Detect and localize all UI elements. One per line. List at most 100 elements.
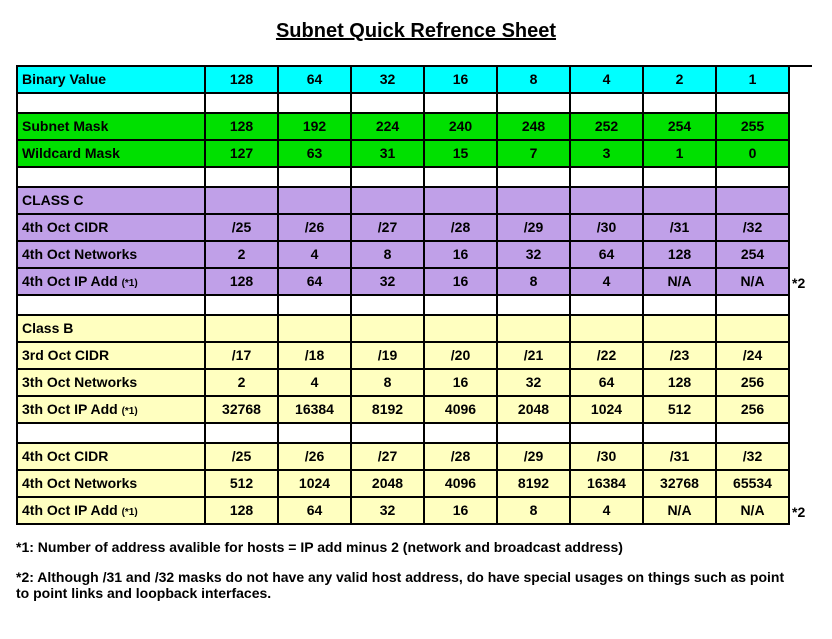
table-cell (644, 424, 717, 444)
row-note (790, 316, 812, 343)
row-label (18, 424, 206, 444)
table-cell: 64 (571, 370, 644, 397)
table-cell: 32 (498, 370, 571, 397)
table-cell: N/A (717, 498, 790, 525)
table-cell: 128 (206, 67, 279, 94)
table-cell (644, 296, 717, 316)
table-cell (498, 188, 571, 215)
table-cell: 16384 (279, 397, 352, 424)
table-cell: 4 (279, 242, 352, 269)
table-cell: 64 (279, 269, 352, 296)
table-cell: 255 (717, 114, 790, 141)
table-cell (352, 424, 425, 444)
row-label: CLASS C (18, 188, 206, 215)
table-cell (352, 296, 425, 316)
row-label-suffix: (*1) (122, 406, 138, 417)
table-cell: 240 (425, 114, 498, 141)
table-cell: /27 (352, 215, 425, 242)
table-cell (425, 188, 498, 215)
table-cell (717, 424, 790, 444)
table-cell (206, 316, 279, 343)
table-cell: /26 (279, 215, 352, 242)
table-cell (206, 424, 279, 444)
table-cell (571, 296, 644, 316)
table-cell (352, 316, 425, 343)
table-cell: 16 (425, 67, 498, 94)
table-cell: 128 (206, 269, 279, 296)
row-label: 4th Oct IP Add (*1) (18, 269, 206, 296)
table-cell: 32 (498, 242, 571, 269)
table-cell (206, 188, 279, 215)
table-cell: /28 (425, 215, 498, 242)
table-cell (425, 94, 498, 114)
row-label: Subnet Mask (18, 114, 206, 141)
table-cell: 7 (498, 141, 571, 168)
row-note (790, 343, 812, 370)
table-cell: 128 (206, 114, 279, 141)
table-cell: 63 (279, 141, 352, 168)
row-label: 4th Oct IP Add (*1) (18, 498, 206, 525)
table-cell: 4 (571, 67, 644, 94)
table-cell (717, 188, 790, 215)
row-label: 3th Oct Networks (18, 370, 206, 397)
table-cell: 8 (498, 498, 571, 525)
row-note (790, 397, 812, 424)
row-note (790, 141, 812, 168)
table-cell: /28 (425, 444, 498, 471)
table-cell: 16 (425, 370, 498, 397)
table-cell (644, 316, 717, 343)
table-cell: 64 (571, 242, 644, 269)
row-label (18, 296, 206, 316)
table-cell: 1 (717, 67, 790, 94)
table-cell (279, 168, 352, 188)
table-cell: N/A (644, 269, 717, 296)
table-cell: 1 (644, 141, 717, 168)
table-cell (206, 296, 279, 316)
table-cell (498, 94, 571, 114)
footnotes: *1: Number of address avalible for hosts… (16, 539, 796, 601)
table-cell: /23 (644, 343, 717, 370)
row-note (790, 424, 812, 444)
table-cell: /21 (498, 343, 571, 370)
table-cell (717, 296, 790, 316)
footnote-2: *2: Although /31 and /32 masks do not ha… (16, 569, 796, 601)
table-cell: /29 (498, 215, 571, 242)
table-cell: 4 (279, 370, 352, 397)
row-label-suffix: (*1) (122, 278, 138, 289)
table-cell: /22 (571, 343, 644, 370)
table-cell: 8 (498, 269, 571, 296)
table-cell: 16 (425, 498, 498, 525)
table-cell: 4096 (425, 397, 498, 424)
table-cell (279, 188, 352, 215)
table-cell: 0 (717, 141, 790, 168)
table-cell: 32768 (206, 397, 279, 424)
table-cell (206, 168, 279, 188)
table-cell: 127 (206, 141, 279, 168)
table-cell: 512 (206, 471, 279, 498)
table-cell: 15 (425, 141, 498, 168)
row-note (790, 168, 812, 188)
table-cell: 2 (206, 242, 279, 269)
table-cell: 32 (352, 269, 425, 296)
row-label: Binary Value (18, 67, 206, 94)
table-cell: 8192 (498, 471, 571, 498)
table-cell (425, 168, 498, 188)
table-cell (498, 316, 571, 343)
row-label: Wildcard Mask (18, 141, 206, 168)
table-cell: 254 (644, 114, 717, 141)
table-cell: /20 (425, 343, 498, 370)
table-cell: /31 (644, 215, 717, 242)
row-note (790, 94, 812, 114)
table-cell (352, 188, 425, 215)
table-cell (644, 188, 717, 215)
table-cell: 2 (206, 370, 279, 397)
table-cell: 32 (352, 67, 425, 94)
row-note: *2 (790, 498, 812, 525)
table-cell: 2048 (352, 471, 425, 498)
table-cell: 32 (352, 498, 425, 525)
row-label-suffix: (*1) (122, 507, 138, 518)
table-cell: 16384 (571, 471, 644, 498)
row-note (790, 215, 812, 242)
table-cell: 128 (644, 370, 717, 397)
table-cell (352, 94, 425, 114)
